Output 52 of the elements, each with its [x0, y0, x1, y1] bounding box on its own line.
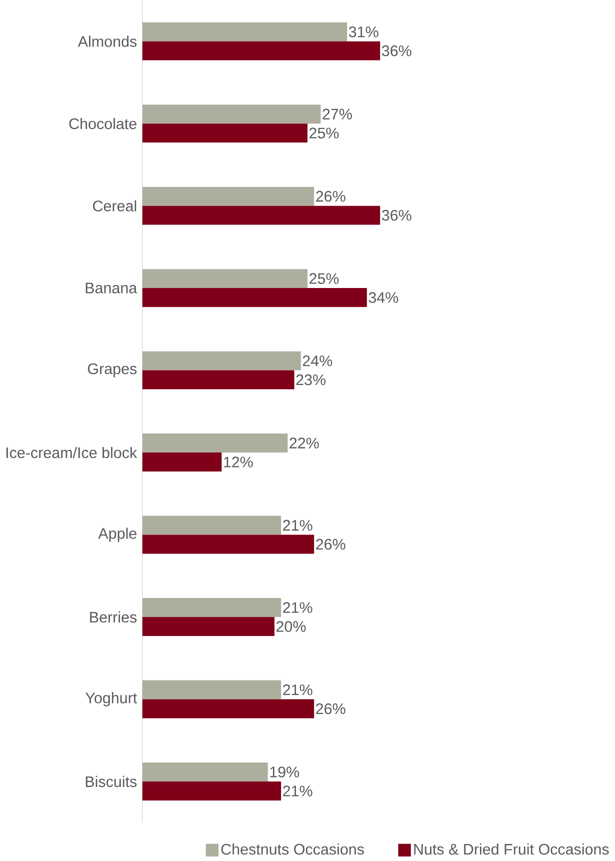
data-label: 21%: [283, 786, 312, 796]
data-label: 36%: [382, 45, 412, 56]
legend-label: Nuts & Dried Fruit Occasions: [414, 843, 609, 855]
data-label: 27%: [322, 108, 352, 120]
legend-label: Chestnuts Occasions: [222, 843, 364, 855]
y-tick-label: Berries: [90, 611, 137, 623]
bar: [142, 351, 302, 370]
data-label: 21%: [283, 684, 312, 696]
data-label: 36%: [382, 210, 412, 221]
data-label: 26%: [316, 703, 346, 714]
data-label: 22%: [290, 438, 320, 448]
bar: [142, 22, 348, 42]
bar: [142, 186, 314, 206]
bar: [142, 288, 368, 308]
y-tick-label: Banana: [86, 282, 138, 294]
bar: [142, 534, 314, 554]
y-tick-label: Ice-cream/Ice block: [6, 446, 138, 458]
y-tick-label: Cereal: [93, 200, 136, 212]
bar: [142, 206, 380, 225]
bar: [142, 434, 288, 453]
bar: [142, 370, 294, 390]
bar: [142, 598, 282, 618]
bar: [142, 617, 275, 636]
y-tick-label: Yoghurt: [86, 692, 138, 706]
bar: [142, 516, 282, 535]
y-tick-label: Chocolate: [70, 118, 137, 130]
data-label: 31%: [349, 26, 379, 38]
y-tick-label: Apple: [98, 528, 137, 542]
bar: [142, 762, 268, 782]
bar: [142, 452, 222, 472]
y-tick-label: Grapes: [88, 363, 137, 378]
bar: [142, 680, 282, 700]
bar: [142, 41, 380, 60]
bar: [142, 104, 321, 124]
data-label: 21%: [283, 520, 312, 531]
bar: [142, 124, 308, 143]
data-label: 24%: [303, 355, 332, 366]
data-label: 12%: [224, 456, 254, 468]
bar: [142, 782, 282, 800]
bar: [142, 269, 308, 288]
data-label: 23%: [296, 374, 326, 386]
data-label: 25%: [310, 128, 339, 138]
data-label: 26%: [316, 538, 346, 550]
y-tick-label: Biscuits: [86, 776, 137, 788]
data-label: 20%: [276, 621, 306, 632]
data-label: 19%: [270, 766, 300, 778]
data-label: 26%: [316, 190, 346, 202]
data-label: 34%: [368, 292, 398, 303]
y-tick-label: Almonds: [78, 36, 137, 47]
data-label: 25%: [310, 273, 339, 284]
bar: [142, 699, 314, 718]
data-label: 21%: [283, 602, 312, 613]
